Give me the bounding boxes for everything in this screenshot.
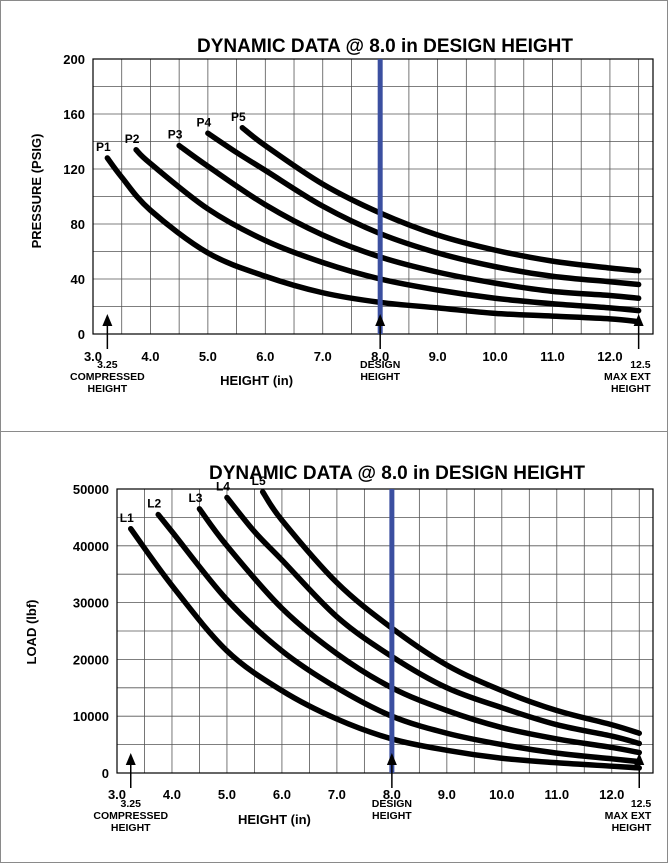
load-series-l5-label: L5 bbox=[252, 474, 266, 488]
pressure-y-axis-title: PRESSURE (PSIG) bbox=[29, 134, 44, 249]
load-y-tick-label: 10000 bbox=[73, 709, 109, 724]
pressure-series-p5-label: P5 bbox=[231, 110, 246, 124]
pressure-series-p1-line bbox=[104, 155, 642, 325]
load-annotation-text: HEIGHT bbox=[612, 822, 652, 834]
load-annotation-text: MAX EXT bbox=[605, 810, 652, 822]
load-y-tick-label: 20000 bbox=[73, 652, 109, 667]
load-series-l4-label: L4 bbox=[216, 480, 230, 494]
pressure-y-tick-label: 0 bbox=[78, 327, 85, 342]
pressure-x-tick-label: 10.0 bbox=[482, 349, 507, 364]
load-x-tick-label: 11.0 bbox=[544, 787, 569, 802]
load-y-tick-label: 40000 bbox=[73, 539, 109, 554]
load-annotation-text: DESIGN bbox=[372, 798, 412, 810]
load-chart-title: DYNAMIC DATA @ 8.0 in DESIGN HEIGHT bbox=[209, 463, 585, 484]
load-x-axis-title: HEIGHT (in) bbox=[238, 812, 311, 827]
load-y-tick-label: 50000 bbox=[73, 482, 109, 497]
load-series-l3-label: L3 bbox=[188, 491, 202, 505]
load-x-tick-label: 10.0 bbox=[489, 787, 514, 802]
load-annotation-text: 3.25 bbox=[121, 798, 142, 810]
pressure-x-tick-label: 8.0 bbox=[371, 349, 389, 364]
pressure-series-p2-line bbox=[133, 147, 642, 314]
load-chart-panel: DYNAMIC DATA @ 8.0 in DESIGN HEIGHT 0 1000… bbox=[0, 431, 668, 863]
load-series-l2-label: L2 bbox=[147, 497, 161, 511]
pressure-chart-title: DYNAMIC DATA @ 8.0 in DESIGN HEIGHT bbox=[197, 36, 573, 57]
pressure-annotation-text: HEIGHT bbox=[360, 371, 400, 383]
load-x-tick-label: 7.0 bbox=[328, 787, 346, 802]
pressure-y-tick-label: 80 bbox=[71, 217, 85, 232]
pressure-y-tick-label: 160 bbox=[63, 107, 85, 122]
pressure-x-tick-label: 11.0 bbox=[540, 349, 565, 364]
pressure-series-p5-line bbox=[239, 125, 642, 274]
pressure-annotation-text: 3.25 bbox=[97, 359, 118, 371]
pressure-series-p1-label: P1 bbox=[96, 140, 111, 154]
pressure-x-tick-label: 3.0 bbox=[84, 349, 102, 364]
load-series-l5-line bbox=[259, 489, 643, 736]
load-annotation-arrow-head bbox=[634, 753, 645, 765]
load-x-tick-label: 9.0 bbox=[438, 787, 456, 802]
pressure-x-tick-label: 6.0 bbox=[256, 349, 274, 364]
load-series-l2-line bbox=[155, 511, 643, 765]
pressure-annotation-text: DESIGN bbox=[360, 359, 400, 371]
pressure-x-tick-label: 12.0 bbox=[597, 349, 622, 364]
load-annotation-text: COMPRESSED bbox=[93, 810, 168, 822]
load-annotation-text: HEIGHT bbox=[111, 822, 151, 834]
pressure-chart: DYNAMIC DATA @ 8.0 in DESIGN HEIGHT 0 40 80… bbox=[29, 36, 654, 395]
load-y-axis-title: LOAD (lbf) bbox=[24, 600, 39, 665]
load-x-tick-label: 5.0 bbox=[218, 787, 236, 802]
pressure-y-tick-label: 40 bbox=[71, 272, 85, 287]
load-x-tick-label: 8.0 bbox=[383, 787, 401, 802]
pressure-x-tick-label: 4.0 bbox=[141, 349, 159, 364]
pressure-annotation-text: MAX EXT bbox=[604, 371, 651, 383]
pressure-plot-frame bbox=[92, 58, 654, 335]
pressure-series-p3-line bbox=[176, 142, 642, 301]
load-annotation-arrow-head bbox=[386, 753, 397, 765]
load-y-tick-label: 30000 bbox=[73, 596, 109, 611]
load-annotation-arrow-head bbox=[125, 753, 136, 765]
pressure-series-p4-label: P4 bbox=[197, 115, 212, 129]
pressure-annotation-text: HEIGHT bbox=[88, 383, 128, 395]
load-annotation-text: 12.5 bbox=[631, 798, 652, 810]
load-series-l1-line bbox=[127, 526, 643, 771]
pressure-x-axis-title: HEIGHT (in) bbox=[220, 373, 293, 388]
load-plot-frame bbox=[116, 488, 654, 774]
pressure-series-p2-label: P2 bbox=[125, 132, 140, 146]
load-y-tick-label: 0 bbox=[102, 766, 109, 781]
pressure-annotation-text: HEIGHT bbox=[611, 383, 651, 395]
pressure-y-tick-label: 120 bbox=[63, 162, 85, 177]
load-x-tick-label: 3.0 bbox=[108, 787, 126, 802]
load-chart: DYNAMIC DATA @ 8.0 in DESIGN HEIGHT 0 1000… bbox=[24, 463, 654, 834]
pressure-series-p3-label: P3 bbox=[168, 128, 183, 142]
pressure-grid bbox=[93, 59, 653, 334]
load-annotation-text: HEIGHT bbox=[372, 810, 412, 822]
pressure-chart-panel: DYNAMIC DATA @ 8.0 in DESIGN HEIGHT 0 40 80… bbox=[0, 0, 668, 432]
load-series-l3-line bbox=[196, 506, 643, 756]
pressure-x-tick-label: 9.0 bbox=[429, 349, 447, 364]
pressure-y-tick-label: 200 bbox=[63, 52, 85, 67]
pressure-x-tick-label: 5.0 bbox=[199, 349, 217, 364]
pressure-x-tick-label: 7.0 bbox=[314, 349, 332, 364]
load-series-l1-label: L1 bbox=[120, 511, 134, 525]
pressure-annotation-arrow-head bbox=[375, 314, 386, 326]
pressure-annotation-text: 12.5 bbox=[630, 359, 651, 371]
load-x-tick-label: 4.0 bbox=[163, 787, 181, 802]
load-x-tick-label: 6.0 bbox=[273, 787, 291, 802]
pressure-annotation-arrow-head bbox=[633, 314, 644, 326]
pressure-annotation-text: COMPRESSED bbox=[70, 371, 145, 383]
load-x-tick-label: 12.0 bbox=[599, 787, 624, 802]
pressure-series-p4-line bbox=[205, 130, 642, 288]
pressure-annotation-arrow-head bbox=[102, 314, 113, 326]
load-series-l4-line bbox=[224, 494, 643, 747]
